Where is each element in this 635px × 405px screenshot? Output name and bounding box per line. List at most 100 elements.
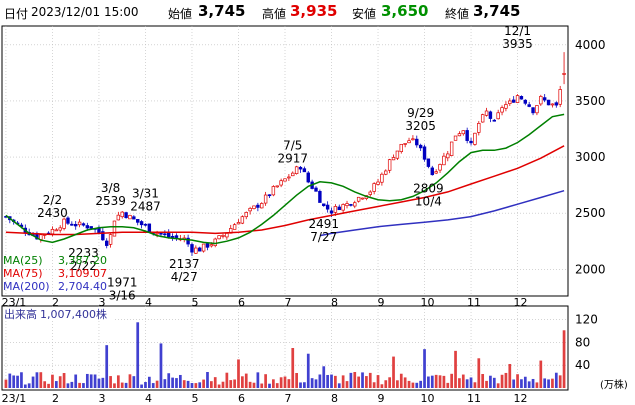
volume-bar (345, 381, 349, 388)
candle-body (201, 243, 206, 252)
volume-bar (287, 379, 291, 388)
volume-bar (109, 376, 112, 388)
volume-bar (353, 372, 357, 388)
volume-bar (314, 379, 318, 388)
candle-body (504, 104, 508, 109)
candle-body (469, 140, 473, 144)
candle-body (232, 224, 237, 230)
volume-x-tick-label: 8 (331, 392, 338, 405)
candle-body (333, 206, 338, 213)
candlestick-series (4, 52, 566, 257)
candle-body (360, 197, 365, 200)
candle-body (399, 143, 403, 152)
volume-bar (116, 375, 120, 388)
volume-bar (186, 380, 190, 388)
annotation-date: 12/1 (504, 24, 531, 38)
candle-body (221, 235, 225, 237)
ma75-legend-value: 3,109.07 (58, 267, 107, 280)
candle-body (562, 73, 566, 75)
volume-bar (202, 379, 205, 388)
volume-bar (144, 382, 147, 388)
volume-bar (272, 379, 275, 388)
volume-bar (12, 375, 16, 388)
volume-bar (233, 379, 236, 388)
volume-bar (171, 377, 174, 388)
volume-bar (411, 382, 415, 388)
candle-body (492, 119, 497, 122)
price-x-axis: 23/1 2 3 4 5 6 7 8 9 10 11 12 (2, 296, 528, 309)
candle-body (73, 224, 78, 227)
candle-body (294, 166, 299, 174)
volume-bar (78, 382, 81, 388)
candle-body (511, 99, 516, 103)
ma-legend: MA(25) 3,387.20 MA(75) 3,109.07 MA(200) … (3, 254, 107, 293)
candle-body (407, 140, 411, 144)
volume-label: 出来高 (4, 307, 37, 321)
volume-bar (415, 382, 419, 388)
candle-body (387, 159, 392, 171)
candle-body (558, 89, 562, 105)
volume-y-tick-label: 80 (575, 335, 590, 349)
candle-body (477, 123, 481, 133)
ohlc-header: 日付 2023/12/01 15:00 始値 3,745 高値 3,935 安値… (0, 0, 635, 26)
ma200-line (319, 189, 565, 237)
volume-bar (461, 374, 465, 388)
open-value: 3,745 (198, 2, 246, 20)
volume-bar (198, 382, 202, 388)
volume-bar (368, 372, 372, 388)
volume-bar (322, 366, 326, 388)
price-x-tick-label: 12 (514, 296, 528, 309)
candle-body (325, 204, 330, 210)
candle-body (291, 172, 295, 177)
candle-body (461, 130, 465, 135)
volume-x-tick-label: 11 (467, 392, 481, 405)
volume-bar (384, 380, 388, 388)
volume-x-tick-label: 3 (98, 392, 105, 405)
candle-body (198, 247, 202, 252)
candle-body (81, 223, 86, 226)
candle-body (438, 164, 442, 171)
volume-bar (23, 384, 27, 388)
volume-bar (442, 375, 446, 388)
ma75-line (5, 145, 565, 236)
candle-body (159, 232, 163, 235)
ma25-legend-value: 3,387.20 (58, 254, 107, 267)
candle-body (535, 105, 539, 114)
volume-bar (500, 374, 504, 388)
volume-bar (423, 349, 426, 388)
price-x-tick-label: 4 (145, 296, 152, 309)
candle-body (105, 240, 109, 246)
volume-bar (365, 376, 368, 388)
volume-bar (39, 372, 43, 388)
high-label: 高値 (262, 7, 287, 21)
volume-bar (403, 377, 407, 388)
annotation-value: 2233 (68, 246, 99, 260)
candle-body (453, 135, 458, 141)
candle-body (322, 203, 326, 207)
volume-x-tick-label: 10 (421, 392, 435, 405)
candle-body (345, 203, 349, 207)
volume-bar (512, 379, 516, 388)
volume-x-tick-label: 2 (52, 392, 59, 405)
candle-body (434, 171, 438, 174)
candle-body (244, 212, 248, 218)
candle-body (480, 114, 485, 123)
annotation-date: 2/22 (70, 259, 97, 273)
volume-bar (438, 375, 442, 388)
volume-bar (159, 343, 163, 388)
volume-bar (175, 378, 178, 388)
candle-body (302, 168, 307, 173)
volume-bar (547, 379, 550, 388)
candle-body (136, 219, 140, 223)
candle-body (372, 183, 376, 192)
price-y-tick-label: 3000 (575, 150, 606, 164)
open-label: 始値 (168, 7, 193, 21)
volume-bar (554, 372, 558, 388)
annotation-value: 2917 (277, 151, 308, 165)
annotation-value: 3205 (405, 119, 436, 133)
candle-body (418, 144, 423, 149)
annotation-value: 2487 (130, 200, 161, 214)
low-value: 3,650 (381, 2, 429, 20)
volume-bar (481, 374, 485, 388)
